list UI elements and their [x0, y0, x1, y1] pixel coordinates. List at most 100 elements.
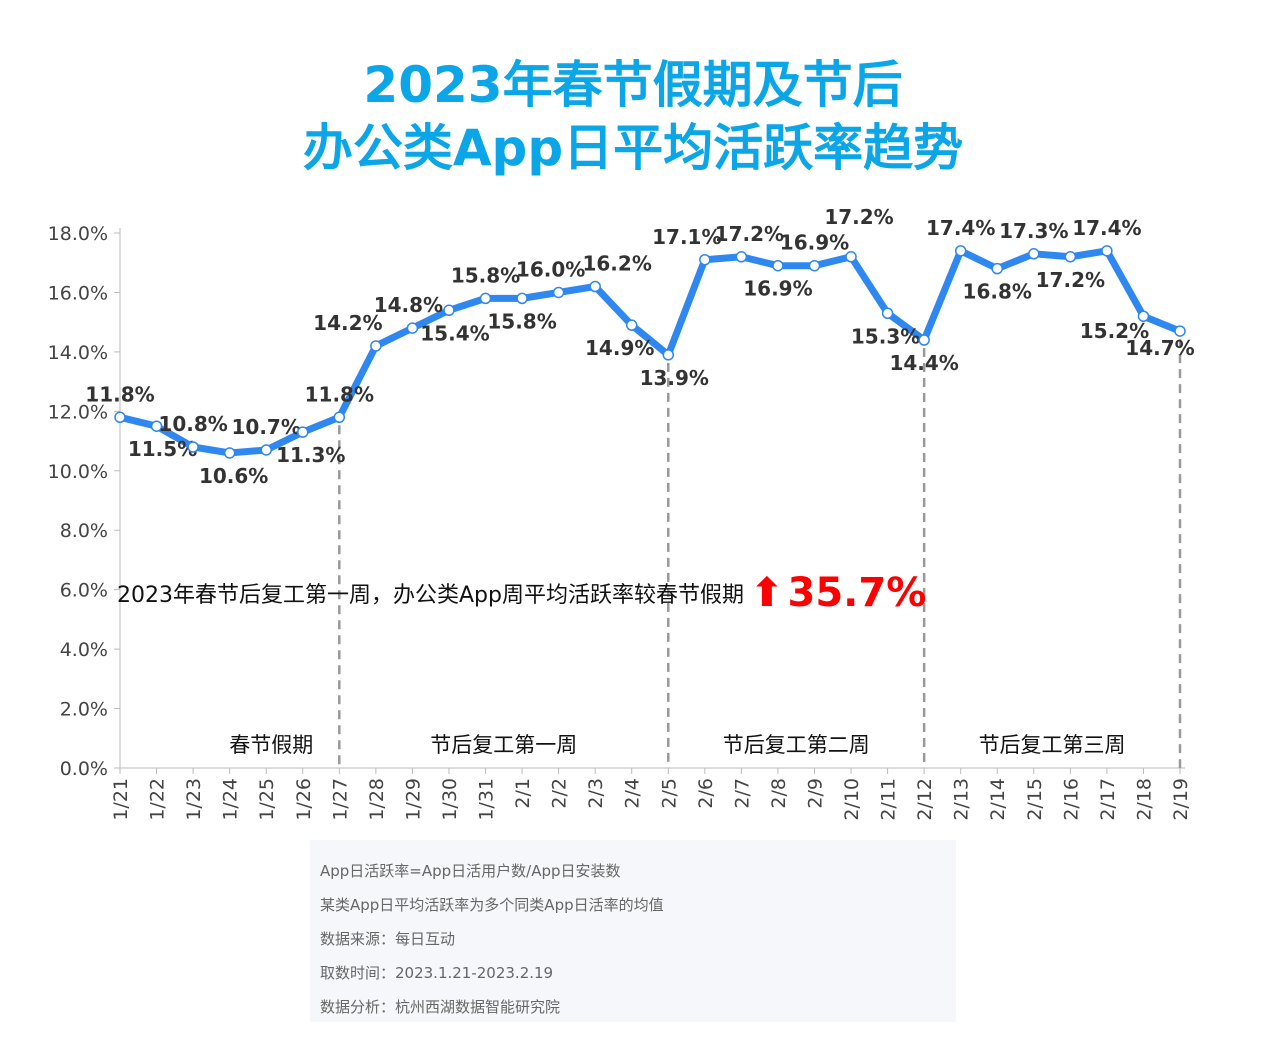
data-line — [119, 247, 1182, 457]
data-label: 15.8% — [451, 263, 520, 287]
x-tick-label: 2/7 — [731, 778, 753, 809]
data-label: 17.2% — [824, 205, 893, 229]
x-tick-label: 2/13 — [951, 778, 973, 821]
data-point — [370, 340, 382, 352]
x-tick-label: 1/25 — [256, 778, 278, 821]
data-point — [552, 286, 565, 299]
line-chart: 0.0% 2.0% 4.0% 6.0% 8.0% 10.0% 12.0% 14.0% 16.0%… — [48, 205, 1195, 821]
period-label: 节后复工第三周 — [979, 733, 1126, 757]
data-label: 16.2% — [582, 252, 651, 276]
x-tick-label: 1/27 — [329, 778, 351, 821]
data-label: 14.9% — [585, 336, 654, 360]
x-tick-label: 2/10 — [841, 778, 863, 821]
x-tick-label: 1/30 — [439, 778, 461, 821]
data-point — [1101, 245, 1113, 257]
data-point — [260, 444, 272, 456]
x-tick-label: 2/9 — [804, 778, 826, 809]
data-label: 11.3% — [276, 443, 345, 467]
data-point — [443, 304, 455, 317]
x-tick-label: 2/19 — [1170, 778, 1192, 821]
data-label: 16.9% — [743, 277, 812, 301]
data-point — [516, 292, 528, 305]
data-label: 15.4% — [420, 321, 489, 345]
period-label: 节后复工第一周 — [430, 733, 577, 757]
data-point — [297, 426, 309, 438]
data-point — [881, 307, 894, 319]
data-label: 17.1% — [652, 225, 721, 249]
x-tick-label: 1/28 — [366, 778, 388, 821]
x-tick-label: 1/31 — [476, 778, 498, 821]
data-point — [406, 322, 419, 334]
x-tick-label: 1/23 — [183, 778, 205, 821]
data-point — [333, 411, 346, 424]
y-tick-label: 0.0% — [60, 758, 108, 780]
annotation-value: 35.7% — [787, 570, 927, 616]
data-label: 13.9% — [640, 366, 709, 390]
x-tick-label: 2/16 — [1060, 778, 1082, 821]
x-tick-label: 2/1 — [512, 778, 534, 809]
data-label: 16.9% — [780, 231, 849, 255]
x-tick-label: 2/6 — [695, 778, 717, 809]
x-tick-label: 2/11 — [878, 778, 900, 821]
up-arrow-icon: ⬆ — [749, 570, 784, 616]
data-point — [808, 259, 821, 272]
x-tick-label: 2/5 — [658, 778, 680, 809]
data-point — [954, 245, 967, 257]
data-label: 11.5% — [128, 437, 197, 461]
data-point — [1137, 310, 1150, 322]
footnote: 取数时间：2023.1.21-2023.2.19 — [320, 964, 554, 982]
x-tick-label: 1/26 — [293, 778, 315, 821]
data-label: 11.8% — [305, 382, 374, 406]
footnote: 某类App日平均活跃率为多个同类App日活率的均值 — [320, 896, 664, 914]
footnote: 数据分析：杭州西湖数据智能研究院 — [320, 998, 561, 1016]
data-point — [625, 319, 638, 331]
data-label: 15.8% — [487, 309, 556, 333]
data-label: 17.2% — [1036, 268, 1105, 292]
x-tick-label: 2/15 — [1024, 778, 1046, 821]
y-tick-label: 6.0% — [60, 580, 108, 602]
x-tick-label: 1/22 — [147, 778, 169, 821]
data-label: 16.0% — [516, 257, 585, 281]
x-tick-label: 2/8 — [768, 778, 790, 809]
footnotes: App日活跃率=App日活用户数/App日安装数 某类App日平均活跃率为多个同… — [310, 840, 956, 1022]
data-point — [223, 447, 236, 459]
y-tick-label: 12.0% — [48, 401, 108, 423]
data-point — [991, 262, 1003, 275]
data-label: 16.8% — [963, 280, 1032, 304]
period-label: 春节假期 — [229, 733, 313, 757]
y-tick-label: 8.0% — [60, 520, 108, 542]
data-label: 14.2% — [313, 311, 382, 335]
data-label: 14.7% — [1125, 336, 1194, 360]
data-label: 17.2% — [715, 222, 784, 246]
data-point — [114, 411, 126, 424]
data-point — [1174, 325, 1186, 337]
data-label: 15.2% — [1080, 319, 1149, 343]
period-label: 节后复工第二周 — [723, 733, 870, 757]
data-label: 10.8% — [158, 412, 227, 436]
annotation-text: 2023年春节后复工第一周，办公类App周平均活跃率较春节假期 — [117, 583, 744, 608]
data-point — [1028, 248, 1040, 260]
data-point — [187, 441, 199, 453]
chart-title-line2: 办公类App日平均活跃率趋势 — [302, 119, 964, 177]
chart-title-line1: 2023年春节假期及节后 — [363, 56, 903, 114]
y-tick-label: 4.0% — [60, 639, 108, 661]
x-tick-label: 2/4 — [622, 778, 644, 809]
data-point — [699, 254, 711, 266]
data-point — [772, 259, 784, 272]
data-label: 17.4% — [1072, 216, 1141, 240]
data-point — [845, 251, 857, 263]
y-tick-label: 2.0% — [60, 699, 108, 721]
data-label: 17.3% — [999, 219, 1068, 243]
data-label: 11.8% — [85, 382, 154, 406]
data-label: 17.4% — [926, 216, 995, 240]
data-point — [1064, 251, 1077, 263]
x-tick-label: 1/29 — [402, 778, 424, 821]
x-tick-label: 2/17 — [1097, 778, 1119, 821]
x-tick-label: 1/24 — [220, 778, 242, 821]
data-label: 10.6% — [199, 464, 268, 488]
data-point — [918, 334, 930, 346]
data-point — [662, 349, 675, 361]
x-tick-label: 1/21 — [110, 778, 132, 821]
x-tick-label: 2/12 — [914, 778, 936, 821]
